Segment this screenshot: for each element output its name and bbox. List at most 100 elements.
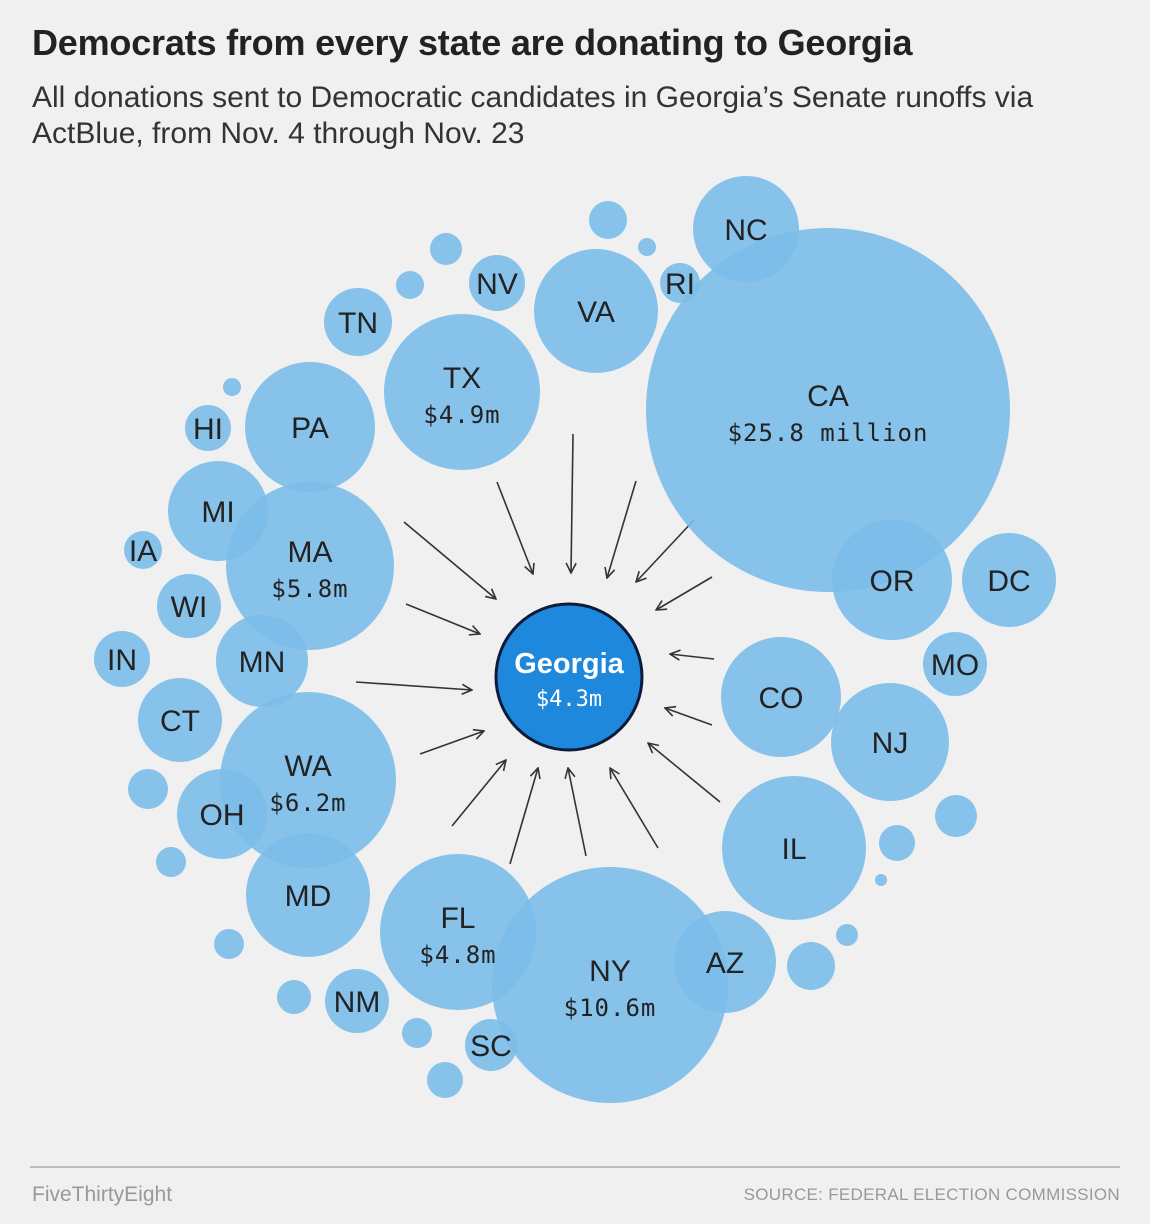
bubble-in — [94, 631, 150, 687]
arrow-6 — [648, 743, 721, 803]
bubble-ri — [660, 263, 700, 303]
center-bubble-georgia — [494, 602, 644, 752]
state-label-mi: MI — [201, 496, 234, 529]
state-label-ca: CA — [807, 380, 849, 413]
state-label-dc: DC — [987, 565, 1030, 598]
state-label-oh: OH — [200, 799, 245, 832]
arrow-7 — [610, 768, 659, 849]
bubble-mi — [168, 461, 268, 561]
bubble-unlabeled-40 — [427, 1062, 463, 1098]
bubble-mn — [216, 615, 308, 707]
bubble-pa — [245, 362, 375, 492]
chart-subtitle: All donations sent to Democratic candida… — [32, 81, 1034, 150]
state-label-md: MD — [285, 880, 332, 913]
arrow-11 — [419, 731, 484, 755]
state-label-il: IL — [781, 833, 806, 866]
state-label-mo: MO — [931, 649, 979, 682]
bubble-or — [832, 520, 952, 640]
bubble-mo — [923, 632, 987, 696]
bubble-chart: CA $25.8 million NY $10.6m WA $6.2m MA $5.8m TX $… — [94, 176, 1056, 1103]
bubble-unlabeled-extra-0 — [875, 874, 887, 886]
bubble-sc — [465, 1019, 517, 1071]
state-label-az: AZ — [706, 947, 744, 980]
center-value-label: $4.3m — [536, 687, 602, 712]
arrow-13 — [405, 603, 480, 634]
bubble-ca — [646, 228, 1010, 592]
bubble-unlabeled-34 — [223, 378, 241, 396]
state-label-pa: PA — [291, 412, 329, 445]
state-label-hi: HI — [193, 413, 223, 446]
state-label-nm: NM — [334, 986, 381, 1019]
bubble-fl — [380, 854, 536, 1010]
bubble-unlabeled-30 — [589, 201, 627, 239]
bubble-unlabeled-36 — [156, 847, 186, 877]
state-label-ia: IA — [129, 535, 157, 568]
bubble-il — [722, 776, 866, 920]
arrow-10 — [451, 760, 506, 827]
value-label-ny: $10.6m — [564, 994, 657, 1022]
bubble-md — [246, 833, 370, 957]
state-label-mn: MN — [239, 646, 286, 679]
bubble-unlabeled-42 — [935, 795, 977, 837]
bubble-unlabeled-37 — [214, 929, 244, 959]
bubble-nc — [693, 176, 799, 282]
arrows-layer — [355, 433, 721, 865]
bubble-nm — [325, 969, 389, 1033]
bubble-unlabeled-38 — [277, 980, 311, 1014]
bubble-dc — [962, 533, 1056, 627]
bubble-oh — [177, 769, 267, 859]
arrow-4 — [670, 654, 715, 659]
value-label-fl: $4.8m — [419, 941, 496, 969]
state-label-nj: NJ — [872, 727, 909, 760]
state-label-wa: WA — [284, 750, 331, 783]
state-label-ny: NY — [589, 955, 631, 988]
arrow-15 — [496, 481, 533, 574]
state-label-or: OR — [870, 565, 915, 598]
arrow-2 — [636, 519, 695, 582]
state-label-co: CO — [759, 682, 804, 715]
bubble-tn — [324, 288, 392, 356]
bubble-unlabeled-39 — [402, 1018, 432, 1048]
state-label-tx: TX — [443, 362, 481, 395]
state-label-ct: CT — [160, 705, 200, 738]
state-label-wi: WI — [171, 591, 208, 624]
bubble-unlabeled-41 — [879, 825, 915, 861]
bubble-unlabeled-35 — [128, 769, 168, 809]
value-label-wa: $6.2m — [269, 789, 346, 817]
center-layer: Georgia $4.3m — [494, 602, 644, 752]
bubble-nj — [831, 683, 949, 801]
bubble-unlabeled-32 — [430, 233, 462, 265]
arrow-5 — [665, 708, 713, 726]
bubble-va — [534, 249, 658, 373]
bubble-ct — [138, 678, 222, 762]
arrow-1 — [607, 480, 637, 578]
arrow-14 — [403, 521, 496, 599]
bubble-ia — [124, 531, 162, 569]
bubbles-layer — [94, 176, 1056, 1103]
state-label-in: IN — [107, 644, 137, 677]
bubble-unlabeled-43 — [787, 942, 835, 990]
bubble-az — [674, 911, 776, 1013]
bubble-co — [721, 637, 841, 757]
footer-divider — [30, 1166, 1120, 1168]
labels-layer: CA $25.8 million NY $10.6m WA $6.2m MA $5.8m TX $… — [107, 214, 1031, 1063]
bubble-unlabeled-33 — [396, 271, 424, 299]
state-label-ma: MA — [288, 536, 333, 569]
state-label-va: VA — [577, 296, 615, 329]
bubble-ny — [492, 867, 728, 1103]
state-label-fl: FL — [440, 902, 475, 935]
bubble-tx — [384, 314, 540, 470]
arrow-9 — [509, 768, 538, 865]
arrow-8 — [568, 768, 587, 857]
arrow-12 — [355, 681, 472, 690]
bubble-unlabeled-44 — [836, 924, 858, 946]
state-label-nc: NC — [724, 214, 767, 247]
state-label-tn: TN — [338, 307, 378, 340]
state-label-ri: RI — [665, 268, 695, 301]
state-label-nv: NV — [476, 268, 518, 301]
arrow-3 — [656, 576, 713, 610]
source-note: SOURCE: FEDERAL ELECTION COMMISSION — [743, 1185, 1120, 1204]
arrow-0 — [571, 433, 573, 573]
value-label-tx: $4.9m — [423, 401, 500, 429]
value-label-ca: $25.8 million — [728, 419, 929, 447]
